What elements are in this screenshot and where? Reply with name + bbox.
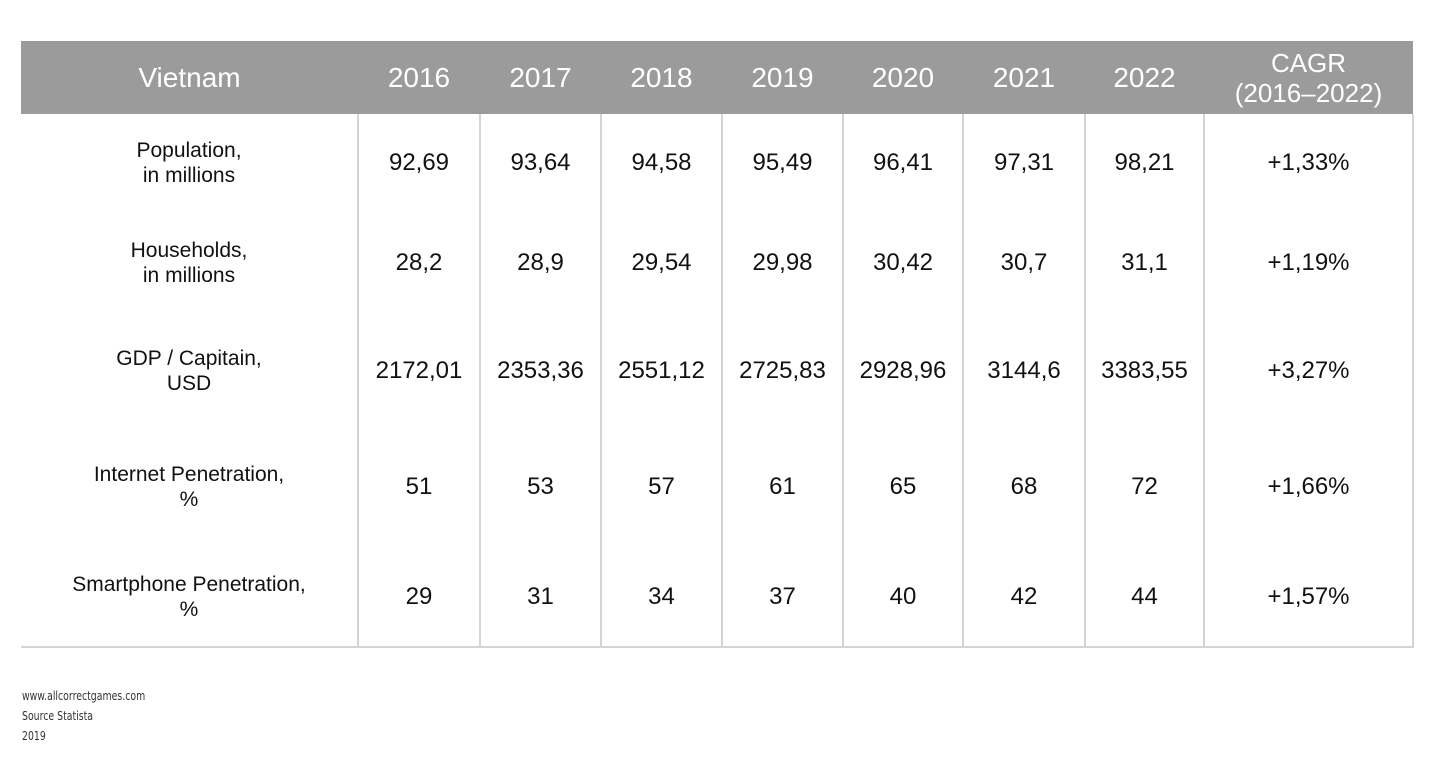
header-cagr-line1: CAGR: [1270, 47, 1347, 78]
header-year: 2017: [480, 41, 601, 114]
value-cell: 61: [721, 427, 843, 547]
cagr-cell: +1,33%: [1203, 114, 1414, 211]
value-cell: 28,9: [479, 211, 601, 314]
cagr-cell: +1,19%: [1203, 211, 1414, 314]
value-cell: 29,54: [600, 211, 722, 314]
header-year: 2022: [1085, 41, 1204, 114]
value-cell: 93,64: [479, 114, 601, 211]
value-cell: 2551,12: [600, 314, 722, 427]
row-label-line2: USD: [166, 371, 212, 395]
value-cell: 31: [479, 547, 601, 648]
header-cagr-line2: (2016–2022): [1234, 77, 1383, 108]
footer-website: www.allcorrectgames.com: [22, 689, 146, 703]
value-cell: 72: [1084, 427, 1204, 547]
row-label-line1: Smartphone Penetration,: [72, 572, 306, 596]
value-cell: 65: [842, 427, 963, 547]
value-cell: 29: [357, 547, 480, 648]
value-cell: 30,42: [842, 211, 963, 314]
cagr-cell: +1,57%: [1203, 547, 1414, 648]
cagr-cell: +3,27%: [1203, 314, 1414, 427]
row-label-line1: Population,: [136, 138, 242, 162]
value-cell: 3144,6: [962, 314, 1085, 427]
header-country: Vietnam: [21, 41, 358, 114]
value-cell: 44: [1084, 547, 1204, 648]
footer: www.allcorrectgames.com Source Statista …: [22, 686, 145, 746]
value-cell: 34: [600, 547, 722, 648]
value-cell: 96,41: [842, 114, 963, 211]
table-row: GDP / Capitain, USD 2172,01 2353,36 2551,12 2…: [21, 314, 1414, 427]
value-cell: 68: [962, 427, 1085, 547]
header-row: Vietnam 2016 2017 2018 2019 2020 2021 20…: [21, 41, 1413, 114]
row-label: Households, in millions: [21, 211, 358, 314]
value-cell: 31,1: [1084, 211, 1204, 314]
value-cell: 2928,96: [842, 314, 963, 427]
data-table-container: Vietnam 2016 2017 2018 2019 2020 2021 20…: [21, 41, 1414, 648]
row-label-line2: %: [179, 597, 199, 621]
value-cell: 3383,55: [1084, 314, 1204, 427]
table-row: Households, in millions 28,2 28,9 29,54 29,98…: [21, 211, 1414, 314]
row-label: Smartphone Penetration,%: [21, 547, 358, 648]
value-cell: 97,31: [962, 114, 1085, 211]
row-label: Internet Penetration,%: [21, 427, 358, 547]
value-cell: 29,98: [721, 211, 843, 314]
value-cell: 92,69: [357, 114, 480, 211]
footer-source: Source Statista: [22, 709, 94, 723]
table-row: Internet Penetration,% 51 53 57 61 65 68 72 +1,6…: [21, 427, 1414, 547]
value-cell: 40: [842, 547, 963, 648]
row-label-line1: Internet Penetration,: [93, 463, 285, 486]
header-year: 2020: [843, 41, 963, 114]
row-label-line2: in millions: [142, 163, 236, 187]
row-label: Population, in millions: [21, 114, 358, 211]
header-year: 2018: [601, 41, 722, 114]
row-label-line1: Households,: [130, 238, 248, 262]
data-table: Vietnam 2016 2017 2018 2019 2020 2021 20…: [21, 41, 1414, 648]
header-year: 2021: [963, 41, 1085, 114]
value-cell: 28,2: [357, 211, 480, 314]
header-year: 2016: [358, 41, 480, 114]
value-cell: 95,49: [721, 114, 843, 211]
row-label-line1: GDP / Capitain,: [116, 346, 262, 370]
value-cell: 51: [357, 427, 480, 547]
value-cell: 2725,83: [721, 314, 843, 427]
table-body: Population, in millions 92,69 93,64 94,58 95,…: [21, 114, 1414, 648]
value-cell: 53: [479, 427, 601, 547]
value-cell: 42: [962, 547, 1085, 648]
header-cagr: CAGR (2016–2022): [1204, 41, 1413, 114]
row-label-line2: in millions: [142, 263, 236, 287]
table-row: Smartphone Penetration,% 29 31 34 37 40 42 44 +1…: [21, 547, 1414, 648]
value-cell: 94,58: [600, 114, 722, 211]
header-year: 2019: [722, 41, 843, 114]
value-cell: 37: [721, 547, 843, 648]
value-cell: 2353,36: [479, 314, 601, 427]
value-cell: 57: [600, 427, 722, 547]
value-cell: 98,21: [1084, 114, 1204, 211]
value-cell: 2172,01: [357, 314, 480, 427]
row-label-line2: %: [179, 488, 199, 511]
footer-year: 2019: [22, 729, 46, 743]
table-row: Population, in millions 92,69 93,64 94,58 95,…: [21, 114, 1414, 211]
cagr-cell: +1,66%: [1203, 427, 1414, 547]
row-label: GDP / Capitain, USD: [21, 314, 358, 427]
value-cell: 30,7: [962, 211, 1085, 314]
